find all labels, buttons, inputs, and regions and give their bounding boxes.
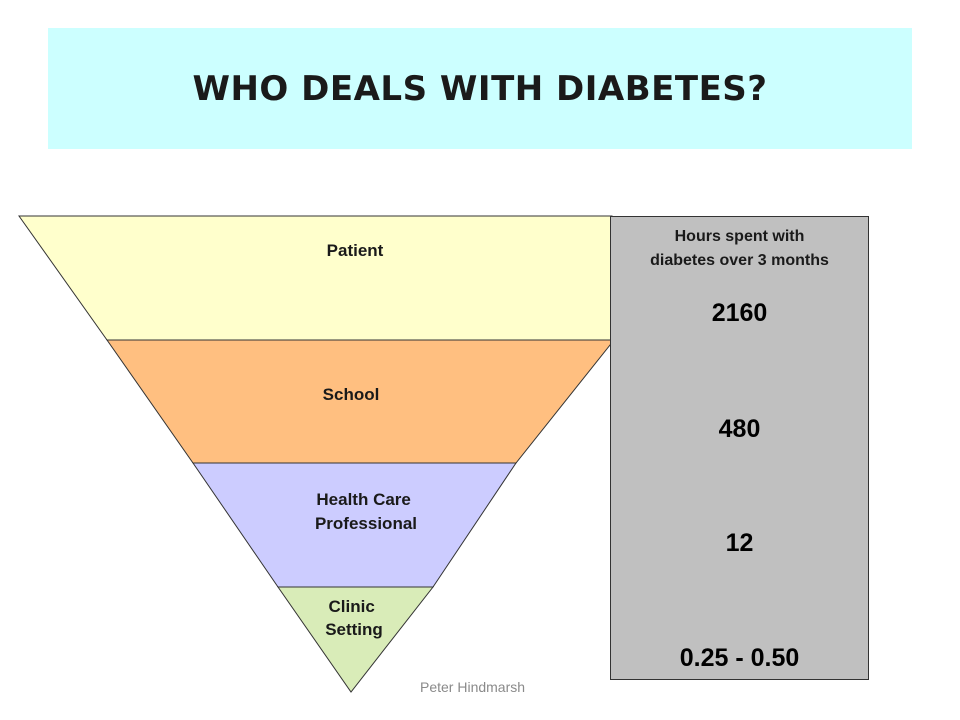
author-credit: Peter Hindmarsh: [420, 679, 526, 695]
tier-patient-band: [18, 215, 615, 341]
hours-value-patient: 2160: [711, 299, 768, 327]
tier-label-clinic-setting: Clinic Setting: [325, 597, 383, 639]
tier-label-health-care-professional: Health Care Professional: [315, 490, 417, 533]
title-banner: WHO DEALS WITH DIABETES?: [48, 28, 912, 149]
tier-clinic-setting-band: [277, 586, 435, 693]
tier-label-school: School: [323, 385, 380, 404]
hours-value-health-care-professional: 12: [725, 529, 754, 557]
hours-panel: Hours spent with diabetes over 3 months …: [610, 216, 869, 680]
tier-label-patient: Patient: [327, 241, 384, 260]
hours-header-line: diabetes over 3 months: [650, 252, 829, 269]
hours-header-line: Hours spent with: [674, 228, 805, 245]
hours-value-school: 480: [718, 415, 761, 443]
page-title: WHO DEALS WITH DIABETES?: [192, 68, 768, 109]
hours-panel-header: Hours spent with diabetes over 3 months: [611, 225, 868, 273]
hours-value-clinic-setting: 0.25 - 0.50: [679, 644, 800, 672]
